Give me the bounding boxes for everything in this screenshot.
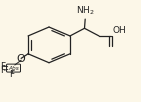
Text: OH: OH <box>112 26 126 35</box>
Text: F: F <box>0 62 5 71</box>
FancyBboxPatch shape <box>6 64 20 72</box>
Text: O: O <box>17 54 26 64</box>
Text: NH$_2$: NH$_2$ <box>76 4 94 17</box>
Text: F: F <box>10 70 15 79</box>
Text: F: F <box>0 66 5 75</box>
Text: Abs: Abs <box>9 66 19 71</box>
